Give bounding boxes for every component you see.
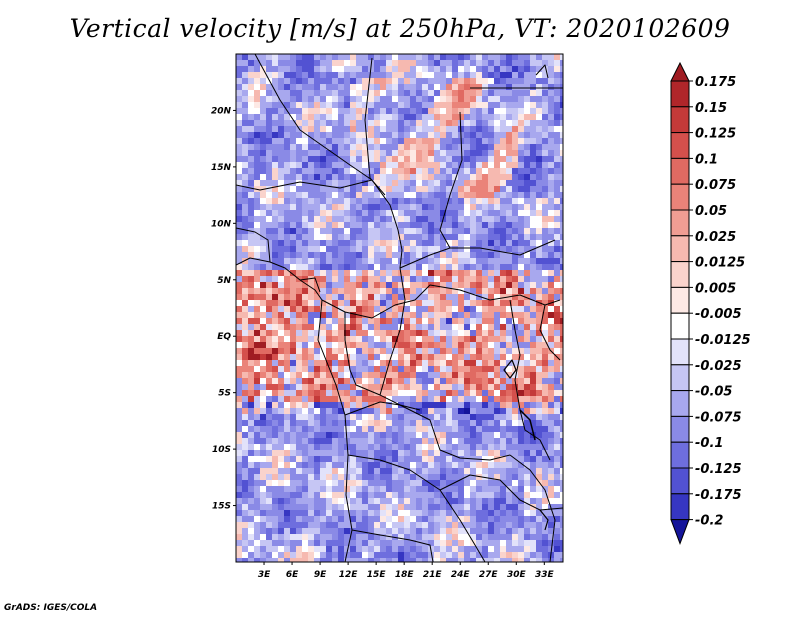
velocity-field bbox=[236, 54, 563, 562]
lat-tick-label: 15N bbox=[211, 163, 232, 173]
lon-tick-label: 30E bbox=[507, 570, 527, 580]
colorbar-swatch bbox=[670, 132, 690, 159]
colorbar-label: 0.0125 bbox=[695, 256, 745, 271]
lat-tick-label: 10N bbox=[211, 219, 232, 229]
lon-tick-label: 24E bbox=[451, 570, 471, 580]
lon-tick-label: 18E bbox=[395, 570, 415, 580]
colorbar-swatch bbox=[670, 183, 690, 211]
colorbar-bottom-arrow bbox=[670, 519, 690, 546]
colorbar-swatch bbox=[670, 286, 690, 314]
colorbar-label: 0.15 bbox=[695, 101, 727, 116]
colorbar-swatch bbox=[670, 209, 690, 237]
lon-tick-label: 21E bbox=[423, 570, 443, 580]
colorbar-label: 0.025 bbox=[695, 230, 736, 245]
colorbar-label: -0.005 bbox=[695, 307, 742, 322]
colorbar-swatch bbox=[670, 467, 690, 495]
lon-tick-label: 3E bbox=[258, 570, 271, 580]
lat-tick-label: 10S bbox=[212, 445, 231, 455]
colorbar-swatch bbox=[670, 415, 690, 443]
lat-tick-label: 20N bbox=[211, 106, 232, 116]
colorbar-label: 0.05 bbox=[695, 204, 727, 219]
colorbar-label: -0.025 bbox=[695, 359, 742, 374]
colorbar-label: -0.0125 bbox=[695, 333, 751, 348]
colorbar-swatch bbox=[670, 493, 690, 521]
map-frame bbox=[235, 53, 564, 563]
colorbar-swatch bbox=[670, 364, 690, 392]
colorbar-label: 0.1 bbox=[695, 152, 718, 167]
colorbar-top-arrow bbox=[670, 61, 690, 82]
colorbar-swatch bbox=[670, 390, 690, 417]
colorbar-swatch bbox=[670, 441, 690, 469]
lon-tick-label: 33E bbox=[535, 570, 555, 580]
colorbar-label: 0.125 bbox=[695, 127, 736, 142]
colorbar-swatch bbox=[670, 80, 690, 108]
colorbar-label: 0.175 bbox=[695, 75, 736, 90]
colorbar-label: -0.05 bbox=[695, 385, 732, 400]
longitude-axis: 3E 6E 9E 12E 15E 18E 21E 24E 27E 30E 33E bbox=[258, 562, 555, 580]
grads-credit: GrADS: IGES/COLA bbox=[4, 603, 98, 613]
colorbar-label: 0.075 bbox=[695, 178, 736, 193]
colorbar-swatch bbox=[670, 235, 690, 263]
colorbar-swatch bbox=[670, 312, 690, 340]
colorbar: 0.175 0.15 0.125 0.1 0.075 0.05 0.025 0.0125 0.0… bbox=[670, 61, 751, 546]
lon-tick-label: 27E bbox=[479, 570, 499, 580]
colorbar-swatch bbox=[670, 106, 690, 134]
chart-title: Vertical velocity [m/s] at 250hPa, VT: 2… bbox=[69, 14, 731, 43]
lon-tick-label: 15E bbox=[367, 570, 387, 580]
colorbar-label: -0.175 bbox=[695, 488, 742, 503]
lon-tick-label: 12E bbox=[339, 570, 359, 580]
colorbar-label: -0.125 bbox=[695, 462, 742, 477]
country-borders bbox=[236, 54, 563, 562]
colorbar-swatch bbox=[670, 261, 690, 288]
colorbar-label: -0.2 bbox=[695, 514, 723, 529]
lat-tick-label: 5N bbox=[217, 276, 231, 286]
colorbar-label: -0.075 bbox=[695, 410, 742, 425]
lon-tick-label: 6E bbox=[286, 570, 299, 580]
lat-tick-label: EQ bbox=[217, 332, 231, 342]
colorbar-label: -0.1 bbox=[695, 436, 723, 451]
lon-tick-label: 9E bbox=[314, 570, 327, 580]
lat-tick-label: 5S bbox=[218, 389, 231, 399]
colorbar-label: 0.005 bbox=[695, 281, 736, 296]
latitude-axis: 20N 15N 10N 5N EQ 5S 10S 15S bbox=[211, 106, 236, 512]
colorbar-swatch bbox=[670, 338, 690, 366]
lat-tick-label: 15S bbox=[212, 502, 231, 512]
colorbar-swatch bbox=[670, 157, 690, 185]
